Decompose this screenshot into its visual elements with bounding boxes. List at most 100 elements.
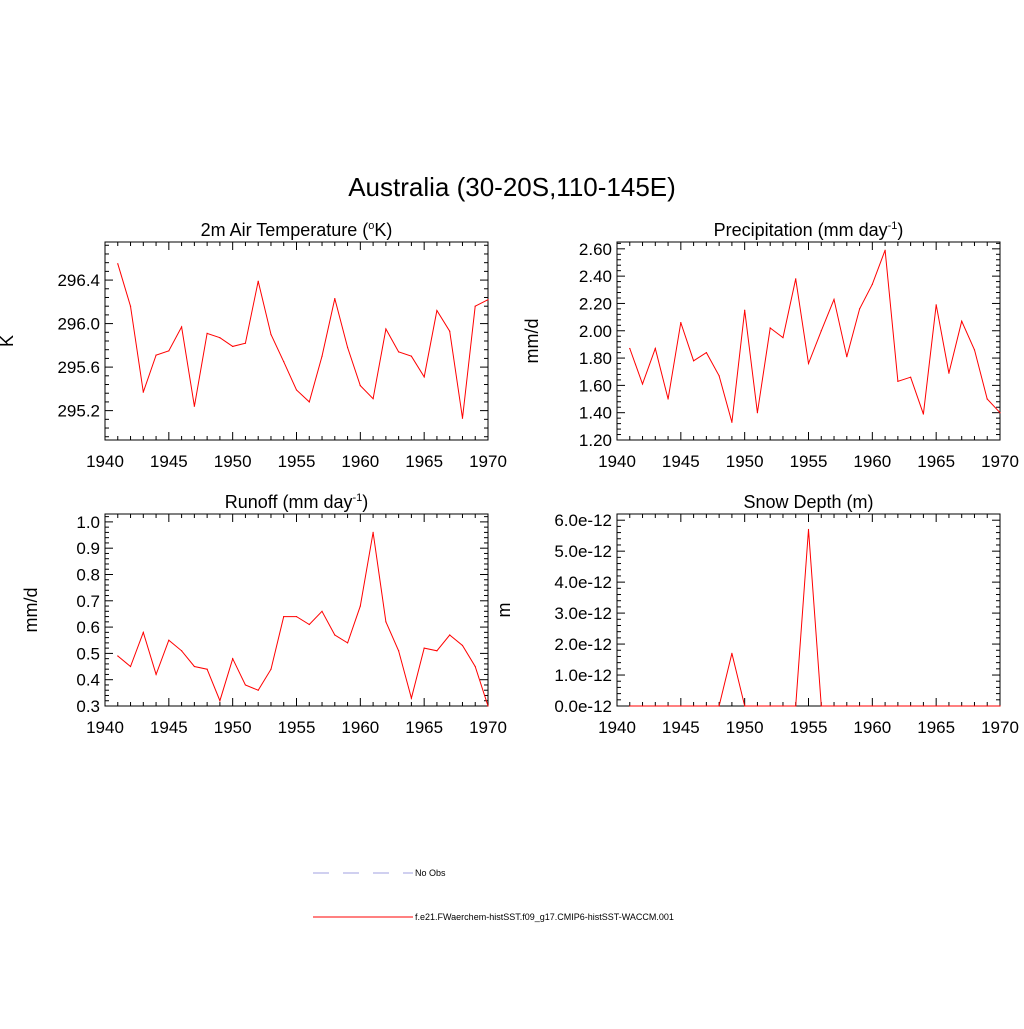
legend-label: f.e21.FWaerchem-histSST.f09_g17.CMIP6-hi… [415,912,674,922]
data-point [117,263,119,265]
data-point [693,360,695,362]
data-point [629,705,631,707]
data-point [206,668,208,670]
data-point [206,332,208,334]
x-tick-label: 1950 [214,452,252,471]
x-tick-label: 1955 [790,452,828,471]
legend: No Obs f.e21.FWaerchem-histSST.f09_g17.CM… [313,868,674,922]
y-tick-label: 1.40 [579,404,612,423]
data-point [193,665,195,668]
x-tick-label: 1945 [150,718,188,737]
data-point [667,705,669,707]
x-tick-label: 1940 [598,718,636,737]
y-tick-label: 3.0e-12 [554,604,612,623]
chart-panel: 1940 1945 1950 1955 1960 1965 1970 295.2 295.6 29… [0,220,507,471]
data-point [461,644,464,647]
y-tick-label: 2.20 [579,294,612,313]
data-point [295,389,298,391]
data-point [219,337,221,339]
data-point [346,346,349,349]
series-line [117,532,489,707]
x-tick-label: 1960 [341,718,379,737]
y-tick-label: 1.0e-12 [554,666,612,685]
data-point [398,351,400,353]
figure-title: Australia (30-20S,110-145E) [348,172,676,202]
data-point [449,634,451,636]
data-point [986,398,988,400]
data-point [359,605,361,607]
data-point [846,356,848,358]
x-tick-label: 1955 [790,718,828,737]
x-tick-label: 1950 [726,452,764,471]
data-point [858,308,861,310]
data-point [871,705,873,707]
series-line [629,529,1000,707]
data-point [680,705,682,707]
data-point [334,634,336,636]
data-point [142,631,144,633]
series-line [629,250,1001,423]
data-point [244,684,247,686]
data-point [359,385,361,387]
data-point [142,391,144,393]
x-tick-label: 1965 [917,718,955,737]
y-tick-label: 0.0e-12 [554,697,612,716]
data-point [910,376,912,378]
data-point [487,705,489,707]
data-point [117,655,119,657]
data-point [884,249,886,251]
data-point [973,705,976,707]
data-point [948,372,950,374]
data-point [295,615,298,618]
x-tick-label: 1940 [598,452,636,471]
y-tick-label: 2.00 [579,322,612,341]
data-point [129,305,132,307]
data-point [654,705,656,707]
y-tick-label: 1.60 [579,376,612,395]
y-axis-label: m [494,603,514,618]
y-tick-label: 2.40 [579,267,612,286]
data-point [654,347,656,350]
data-point [372,398,374,400]
data-point [833,298,835,300]
panel-title: Runoff (mm day-1) [225,492,369,512]
data-point [423,647,425,649]
y-tick-label: 295.6 [57,358,100,377]
data-point [897,705,899,707]
data-point [935,304,937,306]
data-point [846,705,848,707]
data-point [436,309,438,312]
data-point [986,705,988,707]
y-tick-label: 296.4 [57,271,100,290]
x-tick-label: 1965 [917,452,955,471]
data-point [884,705,886,707]
data-point [731,652,733,654]
data-point [935,705,937,707]
data-point [487,299,489,301]
y-tick-label: 2.60 [579,240,612,259]
data-point [257,689,259,691]
data-point [270,668,272,670]
data-point [641,383,644,385]
chart-panel: 1940 1945 1950 1955 1960 1965 1970 0.0e-12 1.0e-… [494,492,1019,737]
x-tick-label: 1970 [981,452,1019,471]
x-tick-label: 1970 [469,718,507,737]
x-tick-label: 1960 [341,452,379,471]
data-point [718,375,720,377]
data-point [693,705,695,707]
y-tick-label: 0.9 [76,539,100,558]
data-point [922,413,925,415]
data-point [334,297,336,300]
y-tick-label: 1.20 [579,431,612,450]
data-point [372,531,374,534]
data-point [922,705,925,707]
data-point [308,623,310,626]
x-tick-label: 1940 [86,718,124,737]
data-point [756,412,759,414]
data-point [232,658,234,660]
data-point [948,705,950,707]
y-tick-label: 5.0e-12 [554,542,612,561]
x-tick-label: 1950 [214,718,252,737]
data-point [961,705,963,707]
